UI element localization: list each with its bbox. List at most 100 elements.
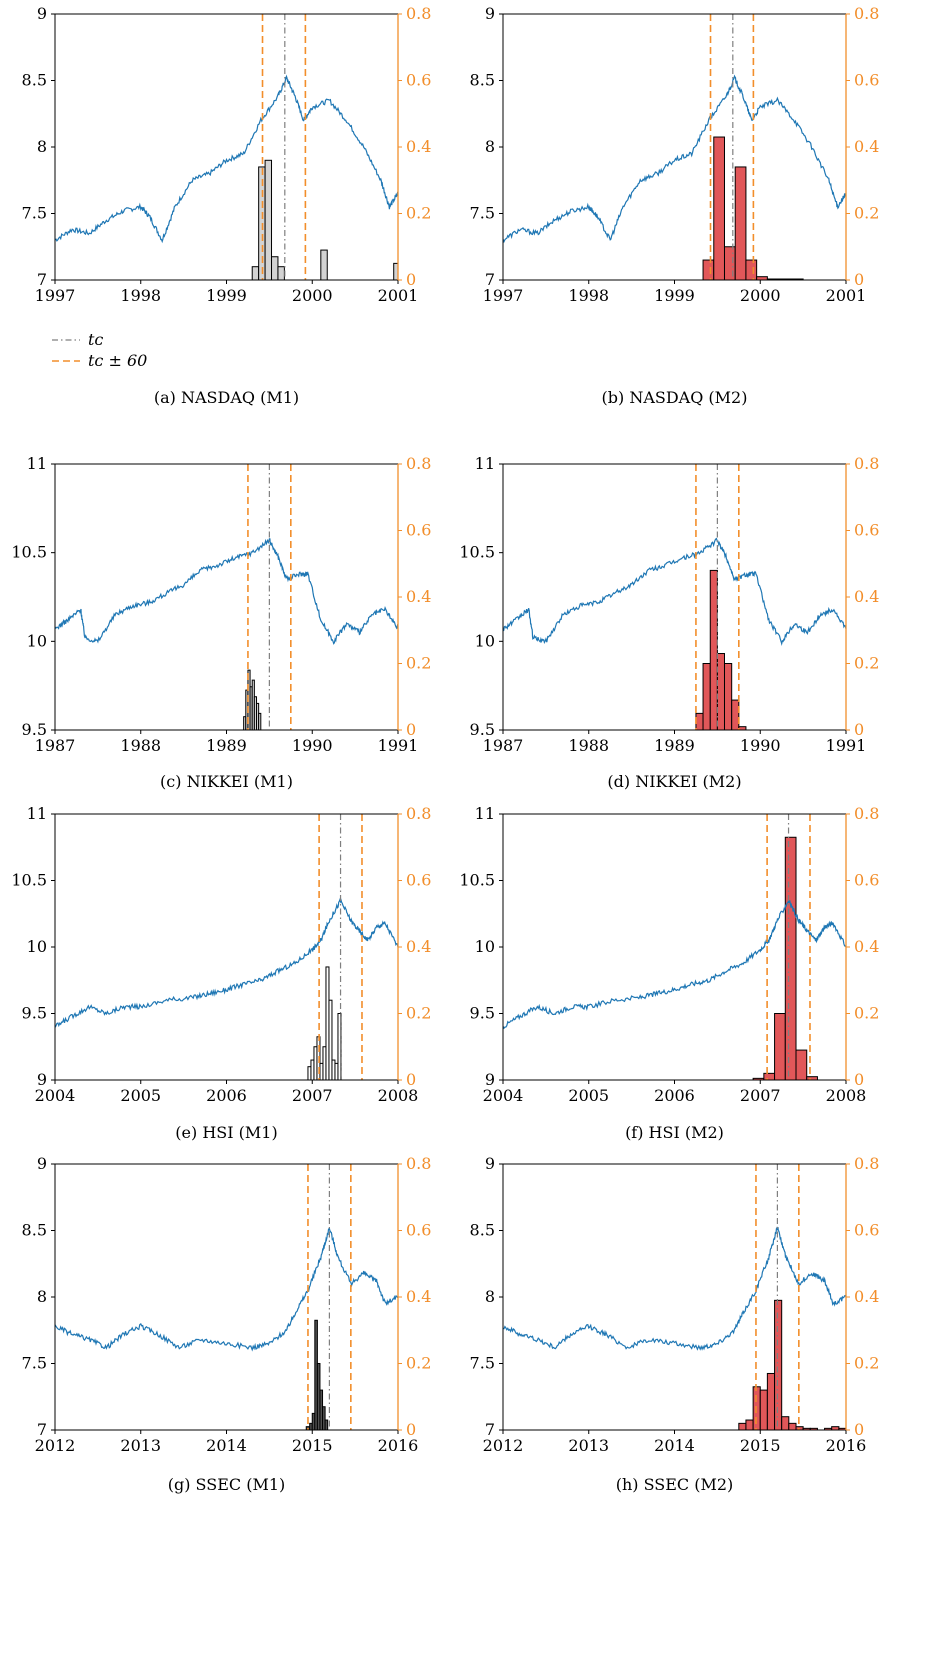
hist-bar bbox=[258, 712, 262, 731]
hist-bar bbox=[271, 256, 279, 281]
hist-bar bbox=[251, 266, 260, 281]
y-tick-label: 10 bbox=[475, 631, 495, 650]
y-tick-label: 8.5 bbox=[470, 71, 495, 90]
price-line bbox=[502, 898, 847, 1030]
hist-bar bbox=[702, 663, 711, 731]
y-tick-label: 11 bbox=[27, 454, 47, 473]
y-tick-label: 7.5 bbox=[22, 204, 47, 223]
price-line bbox=[54, 74, 399, 244]
y-tick-label: 7 bbox=[37, 1420, 47, 1439]
legend-bounds-label: tᴄ ± 60 bbox=[88, 351, 147, 370]
y-tick-label: 8 bbox=[485, 1287, 495, 1306]
x-tick-label: 1987 bbox=[483, 736, 524, 755]
x-tick-label: 2012 bbox=[35, 1436, 76, 1455]
y-tick-label: 9.5 bbox=[470, 1004, 495, 1023]
x-tick-label: 2015 bbox=[292, 1436, 333, 1455]
y2-tick-label: 0.8 bbox=[406, 1154, 431, 1173]
x-tick-label: 2006 bbox=[654, 1086, 695, 1105]
panel-caption: (e) HSI (M1) bbox=[175, 1123, 277, 1142]
y2-tick-label: 0.6 bbox=[406, 71, 431, 90]
y-tick-label: 10 bbox=[475, 937, 495, 956]
hist-bar bbox=[734, 166, 747, 281]
y2-tick-label: 0.2 bbox=[406, 204, 431, 223]
y-tick-label: 10.5 bbox=[459, 871, 495, 890]
hist-bar bbox=[709, 569, 718, 731]
y-tick-label: 7 bbox=[485, 1420, 495, 1439]
y2-tick-label: 0.8 bbox=[854, 454, 879, 473]
x-tick-label: 2007 bbox=[740, 1086, 781, 1105]
hist-bar bbox=[723, 246, 736, 281]
x-tick-label: 1990 bbox=[292, 736, 333, 755]
y2-tick-label: 0.6 bbox=[854, 871, 879, 890]
x-tick-label: 1999 bbox=[206, 286, 247, 305]
panel-caption: (c) NIKKEI (M1) bbox=[160, 772, 293, 791]
y-tick-label: 10 bbox=[27, 631, 47, 650]
hist-bar bbox=[788, 1422, 797, 1431]
hist-bar bbox=[766, 1372, 776, 1431]
y2-tick-label: 0.2 bbox=[854, 1354, 879, 1373]
y-tick-label: 9 bbox=[37, 1154, 47, 1173]
hist-bar bbox=[759, 1389, 768, 1431]
x-tick-label: 2014 bbox=[206, 1436, 247, 1455]
hist-bar bbox=[264, 159, 273, 281]
y2-tick-label: 0.8 bbox=[854, 804, 879, 823]
x-tick-label: 1991 bbox=[378, 736, 419, 755]
panel-e: 2004 2005 2006 2007 2008 9 9.5 10 10.5 11 0 0.2 0.4 0… bbox=[11, 804, 431, 1142]
x-tick-label: 1998 bbox=[568, 286, 609, 305]
y-tick-label: 10 bbox=[27, 937, 47, 956]
x-tick-label: 1989 bbox=[654, 736, 695, 755]
x-tick-label: 2007 bbox=[292, 1086, 333, 1105]
y2-tick-label: 0.4 bbox=[406, 137, 431, 156]
x-tick-label: 2001 bbox=[826, 286, 867, 305]
y2-tick-label: 0.2 bbox=[854, 204, 879, 223]
x-tick-label: 2006 bbox=[206, 1086, 247, 1105]
y-tick-label: 9.5 bbox=[22, 1004, 47, 1023]
x-tick-label: 2016 bbox=[378, 1436, 419, 1455]
y2-tick-label: 0.2 bbox=[406, 654, 431, 673]
x-tick-label: 1997 bbox=[483, 286, 524, 305]
price-line bbox=[54, 897, 399, 1028]
hist-bar bbox=[795, 1049, 808, 1081]
hist-bar bbox=[320, 249, 328, 281]
y2-tick-label: 0.2 bbox=[406, 1354, 431, 1373]
x-tick-label: 2000 bbox=[292, 286, 333, 305]
x-tick-label: 1997 bbox=[35, 286, 76, 305]
y-tick-label: 9 bbox=[37, 1070, 47, 1089]
hist-bar bbox=[716, 653, 726, 731]
y2-tick-label: 0.4 bbox=[406, 587, 431, 606]
y-tick-label: 7 bbox=[485, 270, 495, 289]
panel-caption: (g) SSEC (M1) bbox=[168, 1475, 286, 1494]
hist-bar bbox=[695, 712, 704, 731]
y2-tick-label: 0.4 bbox=[406, 1287, 431, 1306]
y-tick-label: 11 bbox=[475, 804, 495, 823]
hist-bar bbox=[713, 136, 725, 281]
y2-tick-label: 0.4 bbox=[854, 587, 879, 606]
x-tick-label: 2008 bbox=[378, 1086, 419, 1105]
y-tick-label: 9.5 bbox=[22, 720, 47, 739]
y2-tick-label: 0.4 bbox=[854, 137, 879, 156]
x-tick-label: 1989 bbox=[206, 736, 247, 755]
y-tick-label: 8.5 bbox=[22, 1221, 47, 1240]
y2-tick-label: 0 bbox=[854, 270, 864, 289]
x-tick-label: 2013 bbox=[568, 1436, 609, 1455]
y-tick-label: 11 bbox=[27, 804, 47, 823]
y-tick-label: 8.5 bbox=[470, 1221, 495, 1240]
hist-bar bbox=[723, 663, 733, 731]
y2-tick-label: 0.8 bbox=[406, 454, 431, 473]
panel-caption: (h) SSEC (M2) bbox=[616, 1475, 734, 1494]
x-tick-label: 2000 bbox=[740, 286, 781, 305]
y-tick-label: 8 bbox=[37, 137, 47, 156]
y-tick-label: 10.5 bbox=[11, 871, 47, 890]
y2-tick-label: 0.4 bbox=[854, 1287, 879, 1306]
x-tick-label: 2004 bbox=[483, 1086, 524, 1105]
y2-tick-label: 0.6 bbox=[406, 871, 431, 890]
hist-bar bbox=[763, 1072, 776, 1081]
panel-b: 1997 1998 1999 2000 2001 7 7.5 8 8.5 9 0 0.2 0.4 0.6 0… bbox=[470, 4, 880, 407]
y-tick-label: 8 bbox=[37, 1287, 47, 1306]
x-tick-label: 2005 bbox=[120, 1086, 161, 1105]
y2-tick-label: 0.6 bbox=[854, 1221, 879, 1240]
hist-bar bbox=[745, 259, 758, 281]
y2-tick-label: 0 bbox=[854, 720, 864, 739]
y2-tick-label: 0 bbox=[406, 270, 416, 289]
